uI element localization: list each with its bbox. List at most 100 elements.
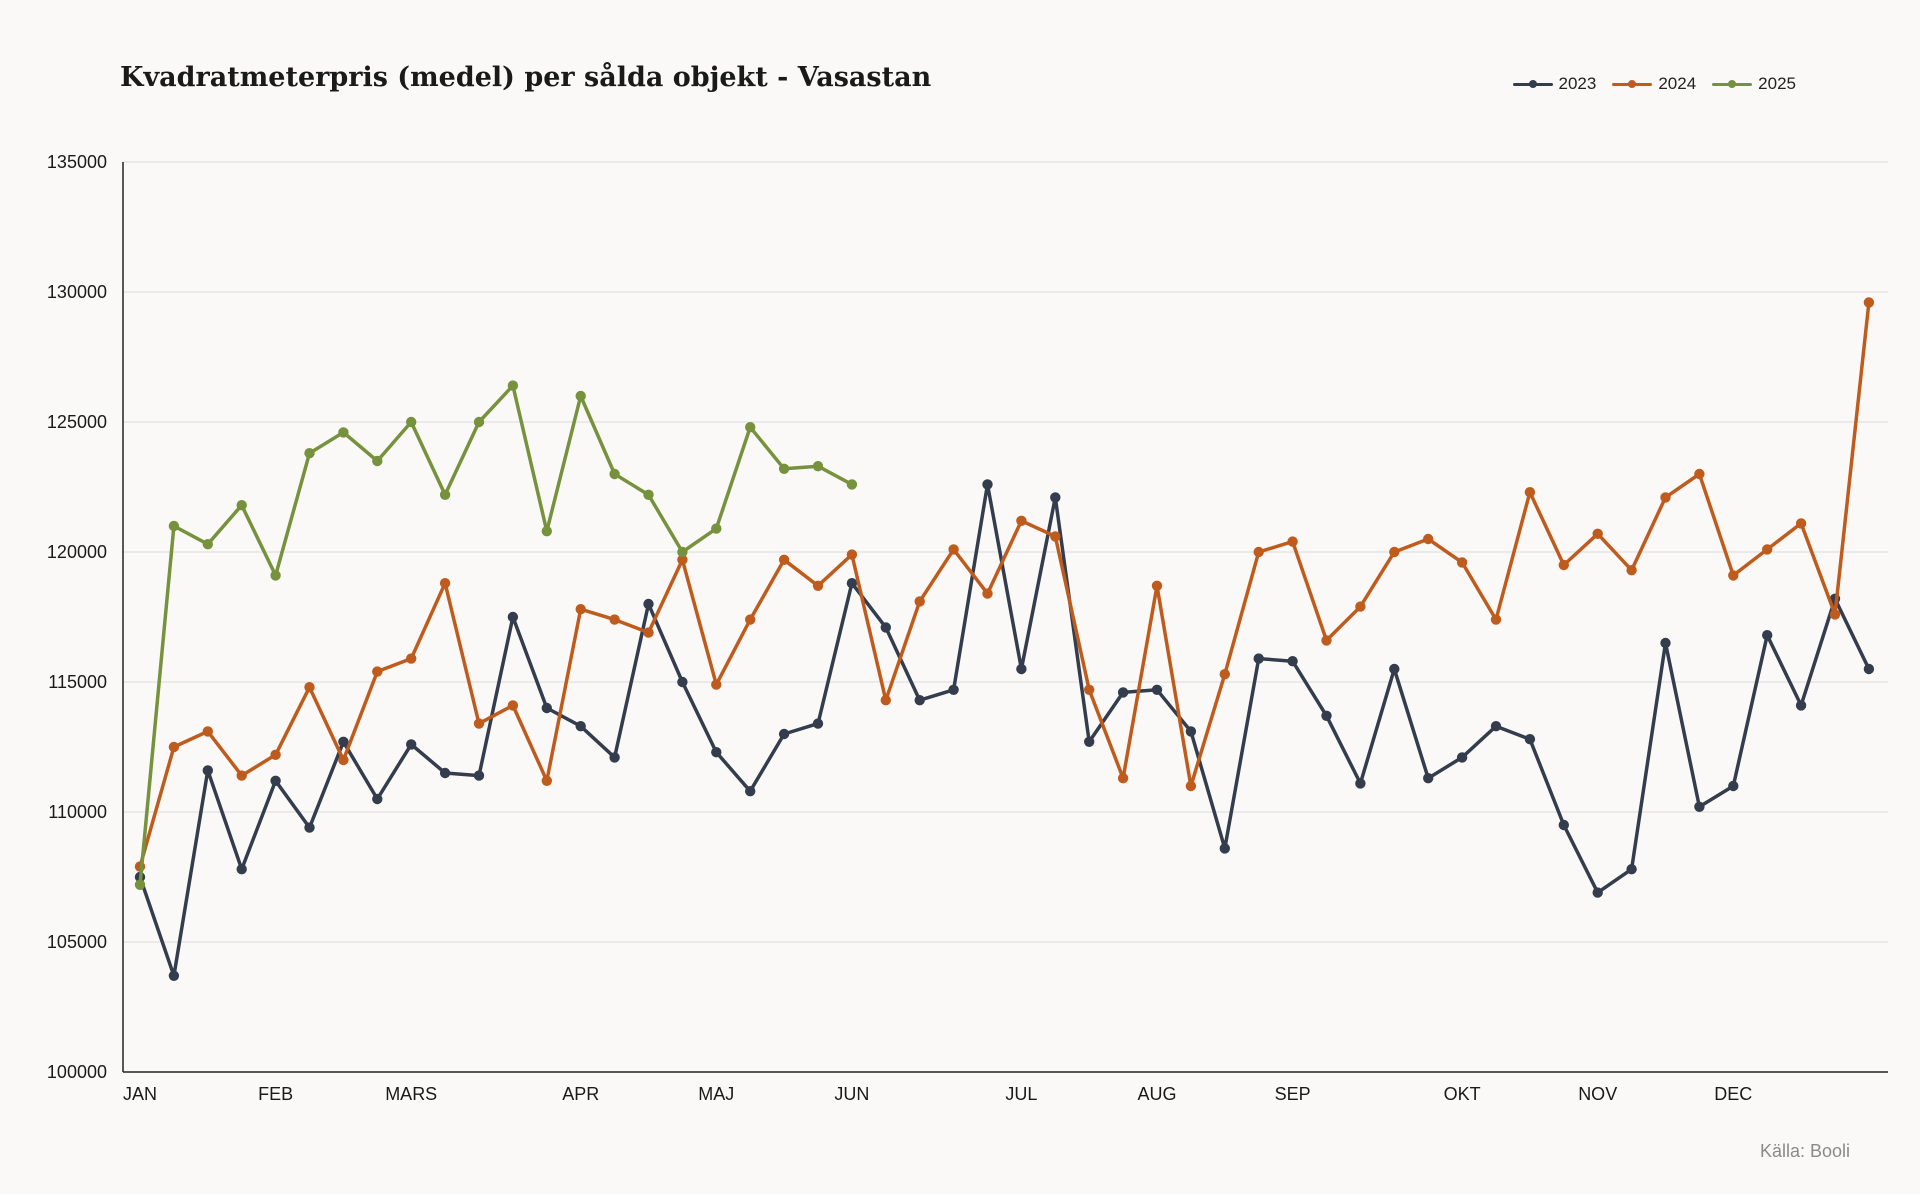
data-point-2023 [711,747,722,758]
data-point-2024 [1084,684,1095,695]
data-point-2024 [1592,528,1603,539]
data-point-2023 [1151,684,1163,695]
x-tick-label-mars: MARS [385,1084,437,1104]
data-point-2023 [880,622,891,633]
data-point-2024 [507,700,519,711]
data-point-2025 [134,879,146,890]
x-tick-label-sep: SEP [1275,1084,1311,1104]
data-point-2025 [202,539,213,550]
data-point-2024 [880,695,891,706]
data-point-2023 [1558,819,1570,831]
x-tick-label-maj: MAJ [698,1084,734,1104]
data-point-2024 [982,588,993,599]
data-point-2024 [202,726,213,737]
y-tick-label: 125000 [47,412,107,432]
data-point-2024 [1151,580,1163,591]
legend: 2023 2024 2025 [1512,74,1796,94]
data-point-2024 [1050,531,1061,542]
data-point-2023 [1016,663,1027,675]
data-point-2023 [609,752,620,763]
data-point-2024 [473,718,485,729]
y-tick-label: 105000 [47,932,107,952]
legend-swatch [1612,78,1653,90]
data-point-2023 [677,676,688,688]
data-point-2023 [1084,736,1095,747]
data-point-2023 [1321,710,1332,721]
data-point-2024 [1456,557,1468,568]
data-point-2023 [473,770,485,781]
data-point-2024 [778,554,790,565]
data-point-2025 [846,479,858,490]
data-point-2025 [304,448,315,459]
data-point-2023 [236,864,247,875]
data-point-2023 [1423,773,1434,784]
y-tick-label: 110000 [48,802,107,822]
data-point-2025 [677,546,688,558]
series-line-2023 [138,482,1871,978]
data-point-2023 [372,793,383,805]
data-point-2023 [270,775,281,786]
y-tick-label: 130000 [47,282,107,302]
data-point-2024 [812,580,824,591]
data-point-2023 [1355,778,1366,789]
data-point-2025 [236,500,247,511]
data-point-2024 [1863,297,1875,308]
x-tick-label-jan: JAN [123,1084,157,1104]
data-point-2024 [1490,614,1502,625]
data-point-2023 [1456,752,1468,763]
data-point-2025 [643,489,654,500]
data-point-2025 [711,523,722,534]
data-point-2025 [609,468,620,480]
data-point-2023 [439,767,451,779]
data-point-2024 [677,554,688,565]
data-point-2023 [846,578,858,589]
data-point-2025 [406,416,417,428]
data-point-2024 [1558,559,1570,571]
source-note: Källa: Booli [1759,1141,1850,1161]
x-tick-label-feb: FEB [258,1084,293,1104]
data-point-2023 [1524,734,1536,745]
data-point-2025 [338,427,349,438]
legend-item-2025: 2025 [1712,74,1796,94]
data-point-2024 [1287,536,1298,547]
x-tick-label-apr: APR [562,1084,599,1104]
data-point-2023 [812,718,824,729]
data-point-2024 [711,679,722,690]
legend-swatch [1512,78,1553,90]
data-point-2023 [304,822,315,833]
series-2024 [134,297,1875,872]
data-point-2024 [1795,518,1807,529]
data-point-2025 [439,489,451,500]
data-point-2025 [575,390,586,402]
data-point-2024 [236,770,247,781]
data-point-2024 [1253,546,1264,558]
data-point-2023 [507,611,519,623]
data-point-2024 [1117,773,1129,784]
data-point-2023 [1660,637,1671,649]
data-point-2023 [948,684,959,695]
data-point-2024 [304,682,315,693]
data-point-2023 [541,702,552,714]
y-axis-ticks: 100000 105000 110000 115000 120000 125000 1300… [47,152,107,1082]
data-point-2025 [507,380,519,391]
y-tick-label: 100000 [47,1062,107,1082]
data-point-2024 [846,549,858,560]
legend-item-2024: 2024 [1612,74,1696,94]
data-point-2023 [1694,801,1705,812]
data-point-2024 [168,741,180,753]
x-tick-label-nov: NOV [1578,1084,1617,1104]
y-tick-label: 115000 [48,672,107,692]
x-tick-label-aug: AUG [1137,1084,1176,1104]
data-point-2023 [338,736,349,747]
data-point-2025 [168,520,180,532]
data-point-2024 [1626,565,1637,576]
data-point-2023 [1050,492,1061,503]
data-point-2023 [575,721,586,732]
data-point-2024 [745,614,756,625]
x-axis-ticks: JAN FEB MARS APR MAJ JUN JUL AUG SEP OKT NOV DEC [123,1084,1752,1104]
data-point-2025 [745,422,756,433]
legend-label: 2023 [1558,74,1597,93]
data-point-2025 [372,455,383,467]
data-point-2023 [1626,864,1637,875]
legend-label: 2025 [1758,74,1796,93]
